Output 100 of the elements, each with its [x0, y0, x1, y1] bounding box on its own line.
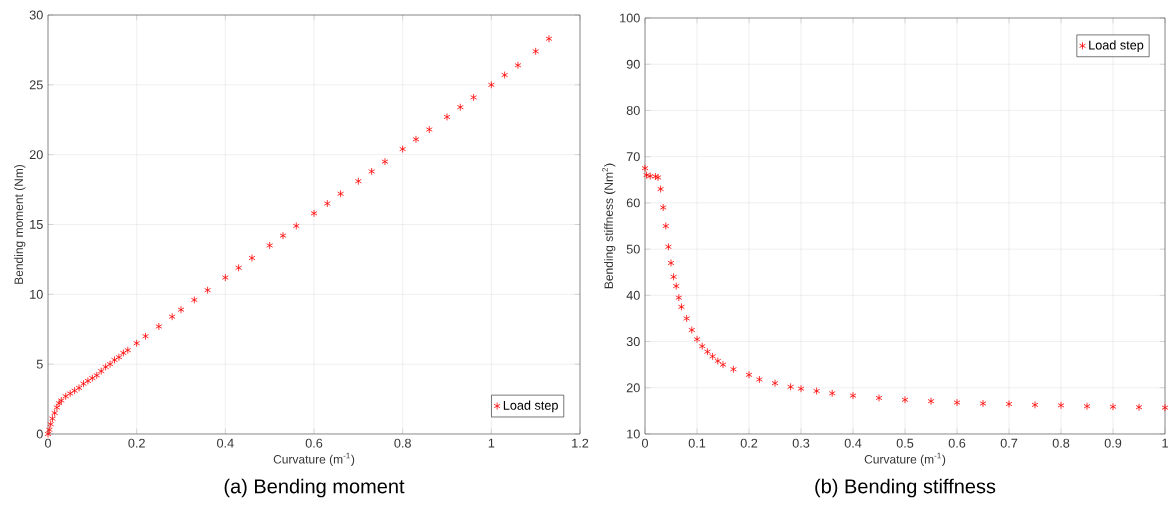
y-tick-label: 20 [626, 383, 640, 393]
point [84, 377, 92, 385]
y-tick-label: 15 [30, 220, 43, 229]
x-tick-label: 0.7 [1000, 438, 1018, 448]
point [487, 80, 495, 89]
point [667, 259, 675, 267]
point [953, 398, 961, 407]
point [204, 286, 212, 295]
point [51, 409, 59, 417]
x-tick-label: 1.2 [572, 438, 589, 448]
point [53, 403, 61, 412]
point [456, 103, 464, 112]
point [97, 367, 105, 376]
point [381, 157, 389, 166]
legend-label: Load step [503, 400, 558, 413]
point [399, 145, 407, 153]
point [1109, 402, 1117, 411]
point [797, 384, 805, 393]
legend-label: Load step [1089, 40, 1144, 53]
point [1161, 403, 1169, 412]
point [155, 322, 163, 331]
point [45, 425, 53, 434]
point [813, 387, 821, 395]
x-tick-label: 1 [1162, 438, 1168, 448]
point [102, 363, 110, 371]
point [652, 172, 659, 181]
point [693, 335, 701, 344]
point [412, 135, 420, 144]
point [119, 349, 127, 357]
x-tick-label: 0.6 [305, 438, 323, 448]
y-tick-label: 80 [626, 105, 640, 115]
point [190, 296, 198, 304]
point [248, 254, 256, 262]
point [654, 173, 662, 182]
point [979, 399, 987, 408]
point [266, 241, 274, 250]
point [683, 314, 691, 323]
point [111, 356, 118, 364]
x-tick-label: 0.4 [844, 438, 862, 448]
point [310, 209, 318, 218]
point [368, 167, 376, 176]
y-tick-label: 20 [29, 150, 43, 160]
point [115, 353, 123, 362]
point [670, 272, 678, 281]
y-axis-title: Bending stiffness (Nm$^{2}$) [602, 163, 616, 289]
point [662, 222, 670, 230]
point [124, 346, 132, 355]
point [71, 386, 79, 395]
point [849, 391, 857, 400]
point [323, 199, 331, 208]
point [354, 177, 362, 186]
point [657, 185, 665, 193]
point [927, 397, 935, 406]
point [279, 231, 287, 240]
point [62, 392, 70, 401]
text: (b) Bending stiffness [815, 478, 996, 498]
x-axis-title: Curvature (m$^{-1}$) [273, 452, 355, 466]
y-tick-label: 70 [626, 152, 640, 162]
y-tick-label: 50 [626, 244, 640, 254]
point [443, 113, 451, 121]
point [745, 370, 753, 379]
y-tick-label: 60 [626, 198, 640, 208]
point [545, 34, 553, 43]
y-tick-label: 30 [29, 10, 43, 20]
x-tick-label: 1 [488, 438, 495, 448]
point [80, 379, 87, 388]
point [106, 360, 114, 369]
point [672, 282, 680, 290]
point [57, 396, 65, 405]
point [470, 93, 478, 102]
x-tick-label: 0.8 [394, 438, 411, 448]
point [142, 332, 149, 341]
point [337, 189, 345, 198]
x-tick-label: 0 [641, 438, 649, 448]
point [514, 61, 522, 70]
point [55, 399, 63, 408]
y-tick-label: 30 [626, 337, 640, 347]
point [678, 303, 685, 311]
point [1083, 402, 1091, 411]
point [1005, 400, 1013, 408]
point [1057, 401, 1065, 410]
x-tick-label: 0.8 [1052, 438, 1070, 448]
y-tick-label: 40 [626, 290, 640, 300]
point [235, 263, 243, 272]
point [75, 384, 83, 392]
point [49, 414, 56, 423]
x-tick-label: 0.9 [1104, 438, 1122, 448]
point [221, 273, 229, 282]
point [88, 374, 96, 382]
point [875, 394, 883, 402]
y-tick-label: 25 [29, 80, 43, 90]
point [133, 339, 141, 348]
point [44, 430, 52, 438]
point [1135, 403, 1143, 412]
y-axis-title: Bending moment (Nm) [14, 164, 26, 284]
point [425, 125, 433, 134]
y-tick-label: 90 [626, 59, 640, 69]
point [828, 389, 836, 398]
point [771, 379, 779, 388]
x-tick-label: 0.6 [948, 438, 966, 448]
